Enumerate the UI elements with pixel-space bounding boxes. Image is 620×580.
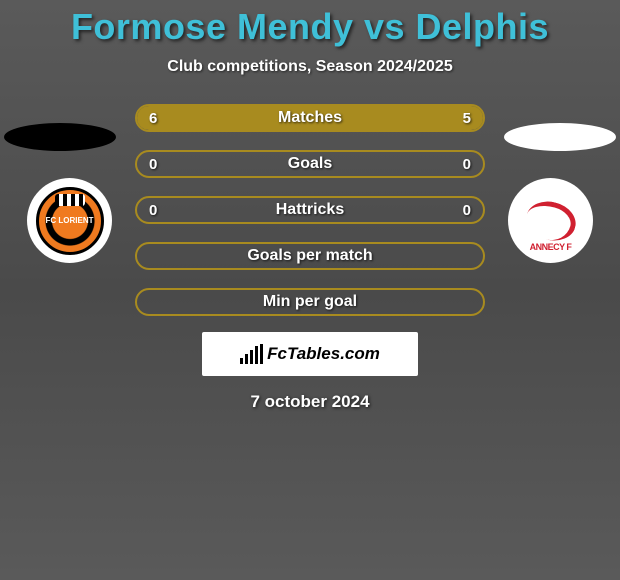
annecy-logo-icon: ANNECY F (516, 186, 586, 256)
stat-label: Goals per match (247, 247, 372, 265)
stat-left-value: 6 (149, 110, 157, 127)
stat-left-value: 0 (149, 156, 157, 173)
stat-bar: 0 0 Goals (135, 150, 485, 178)
stat-fill-right (327, 106, 483, 130)
page-title: Formose Mendy vs Delphis (71, 6, 549, 48)
left-team-badge: FC LORIENT (27, 178, 112, 263)
subtitle: Club competitions, Season 2024/2025 (167, 58, 452, 76)
brand-bars-icon (240, 344, 263, 364)
annecy-swoosh-icon (521, 196, 579, 246)
stat-right-value: 0 (463, 156, 471, 173)
stat-bar: Goals per match (135, 242, 485, 270)
stat-label: Hattricks (276, 201, 344, 219)
right-team-oval (504, 123, 616, 151)
stat-bar: Min per goal (135, 288, 485, 316)
stat-label: Matches (278, 109, 342, 127)
lorient-logo-icon: FC LORIENT (36, 187, 104, 255)
stat-bar: 6 5 Matches (135, 104, 485, 132)
stat-left-value: 0 (149, 202, 157, 219)
lorient-logo-text: FC LORIENT (46, 217, 94, 225)
stat-bar: 0 0 Hattricks (135, 196, 485, 224)
brand-box: FcTables.com (202, 332, 418, 376)
stat-label: Goals (288, 155, 332, 173)
annecy-logo-text: ANNECY F (530, 242, 572, 252)
stats-container: 6 5 Matches 0 0 Goals 0 0 Hattricks Goals per mat… (135, 104, 485, 316)
stat-right-value: 5 (463, 110, 471, 127)
brand-text: FcTables.com (267, 344, 380, 364)
comparison-card: Formose Mendy vs Delphis Club competitio… (0, 0, 620, 580)
left-team-oval (4, 123, 116, 151)
date-label: 7 october 2024 (250, 392, 369, 412)
stat-right-value: 0 (463, 202, 471, 219)
stat-label: Min per goal (263, 293, 357, 311)
right-team-badge: ANNECY F (508, 178, 593, 263)
